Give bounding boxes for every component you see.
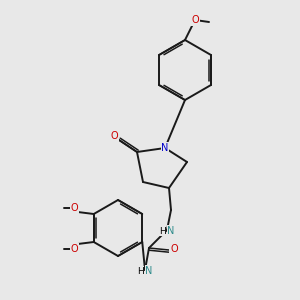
Text: N: N [167,226,175,236]
Text: H: H [136,266,143,275]
Text: O: O [71,244,79,254]
Text: O: O [71,203,79,213]
Text: O: O [170,244,178,254]
Text: H: H [159,226,165,236]
Text: O: O [110,131,118,141]
Text: N: N [161,143,169,153]
Text: O: O [191,15,199,25]
Text: N: N [145,266,153,276]
